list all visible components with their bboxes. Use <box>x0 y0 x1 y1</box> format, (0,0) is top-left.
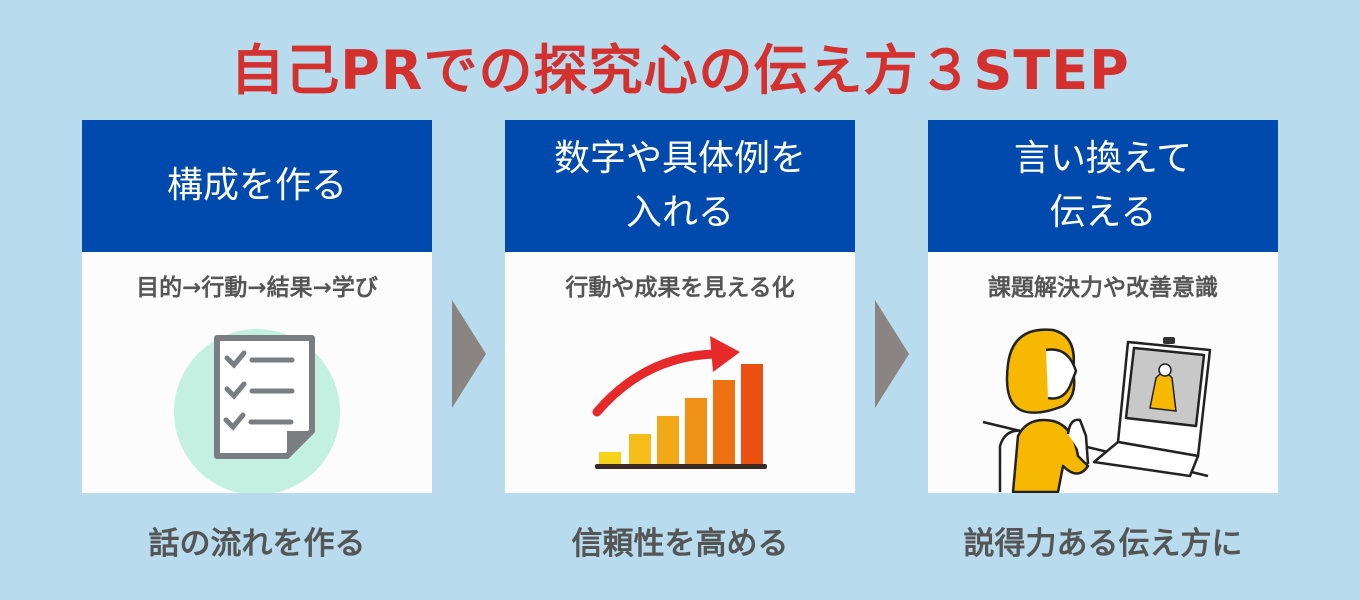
step-subheading: 行動や成果を見える化 <box>565 275 795 301</box>
step-card-1: 構成を作る 目的→行動→結果→学び <box>82 120 432 493</box>
growth-bar-chart-icon <box>592 336 767 469</box>
online-interview-icon <box>982 328 1212 493</box>
step-heading: 数字や具体例を 入れる <box>505 120 855 252</box>
next-arrow-icon <box>452 300 486 408</box>
page-title: 自己PRでの探究心の伝え方３STEP <box>230 39 1130 102</box>
step-caption: 話の流れを作る <box>148 526 366 562</box>
step-card-3: 言い換えて 伝える 課題解決力や改善意識 <box>928 120 1278 493</box>
step-heading: 構成を作る <box>82 120 432 252</box>
step-subheading: 課題解決力や改善意識 <box>988 275 1218 301</box>
step-caption: 説得力ある伝え方に <box>963 526 1243 562</box>
step-card-2: 数字や具体例を 入れる 行動や成果を見える化 <box>505 120 855 493</box>
next-arrow-icon <box>875 300 909 408</box>
step-heading: 言い換えて 伝える <box>928 120 1278 252</box>
step-caption: 信頼性を高める <box>571 526 789 562</box>
checklist-icon <box>174 329 340 493</box>
step-subheading: 目的→行動→結果→学び <box>136 275 378 301</box>
